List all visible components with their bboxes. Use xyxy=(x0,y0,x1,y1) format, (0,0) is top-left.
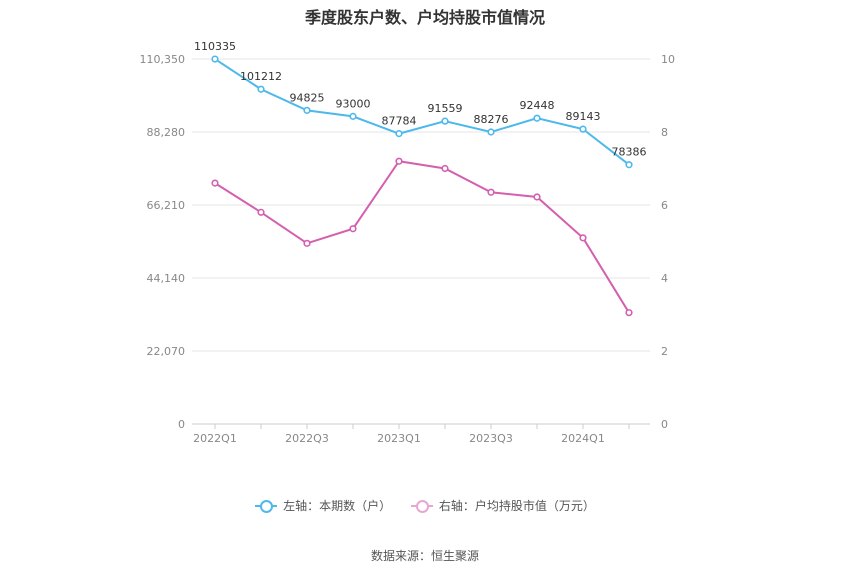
series-point-0 xyxy=(533,114,541,122)
data-label: 88276 xyxy=(474,113,509,126)
series-line-0 xyxy=(214,58,630,166)
data-label: 92448 xyxy=(520,99,555,112)
legend-item-left-series[interactable]: 左轴：本期数（户） xyxy=(255,497,391,514)
series-point-0 xyxy=(395,130,403,138)
series-point-0 xyxy=(303,106,311,114)
right-tick-label: 0 xyxy=(661,418,668,431)
x-tick-label: 2023Q3 xyxy=(469,432,513,445)
series-point-0 xyxy=(625,161,633,169)
left-tick-label: 66,210 xyxy=(147,199,186,212)
legend-swatch-pink-icon xyxy=(410,499,433,513)
legend-label-right-series: 右轴：户均持股市值（万元） xyxy=(438,499,595,513)
series-point-1 xyxy=(211,179,219,187)
x-tick-label: 2023Q1 xyxy=(377,432,421,445)
series-point-1 xyxy=(625,309,633,317)
legend-item-right-series[interactable]: 右轴：户均持股市值（万元） xyxy=(410,497,595,514)
right-axis-ticks: 0 2 4 6 8 10 xyxy=(661,53,675,431)
data-label: 101212 xyxy=(240,70,282,83)
left-tick-label: 110,350 xyxy=(140,53,186,66)
data-label: 110335 xyxy=(194,40,236,53)
series-point-0 xyxy=(257,85,265,93)
data-label: 91559 xyxy=(428,102,463,115)
right-tick-label: 10 xyxy=(661,53,675,66)
series-layer: 110335 101212 94825 93000 87784 91559 88276 924… xyxy=(194,40,647,317)
legend-swatch-blue-icon xyxy=(255,499,278,513)
series-point-1 xyxy=(487,188,495,196)
source-note: 数据来源：恒生聚源 xyxy=(370,549,479,563)
series-point-0 xyxy=(211,55,219,63)
left-axis-ticks: 0 22,070 44,140 66,210 88,280 110,350 xyxy=(140,53,186,431)
series-point-1 xyxy=(395,157,403,165)
series-point-0 xyxy=(349,112,357,120)
right-tick-label: 2 xyxy=(661,345,668,358)
series-point-1 xyxy=(441,164,449,173)
x-tick-label: 2022Q1 xyxy=(193,432,237,445)
right-tick-label: 4 xyxy=(661,272,668,285)
chart-title: 季度股东户数、户均持股市值情况 xyxy=(304,8,545,27)
data-label: 94825 xyxy=(290,91,325,104)
data-label: 78386 xyxy=(612,146,647,159)
series-point-1 xyxy=(579,234,587,242)
x-axis-ticks: 2022Q1 2022Q3 2023Q1 2023Q3 2024Q1 xyxy=(193,424,630,445)
series-point-0 xyxy=(579,125,587,133)
right-tick-label: 8 xyxy=(661,126,668,139)
right-tick-label: 6 xyxy=(661,199,668,212)
series-line-1 xyxy=(214,160,630,314)
series-point-1 xyxy=(257,208,265,216)
x-tick-label: 2024Q1 xyxy=(561,432,605,445)
left-tick-label: 88,280 xyxy=(147,126,186,139)
series-point-1 xyxy=(533,193,541,201)
series-point-1 xyxy=(303,239,311,247)
left-tick-label: 0 xyxy=(178,418,185,431)
left-tick-label: 22,070 xyxy=(147,345,186,358)
data-label: 93000 xyxy=(336,97,371,110)
series-point-0 xyxy=(441,117,449,125)
data-label: 87784 xyxy=(382,115,417,128)
legend-label-left-series: 左轴：本期数（户） xyxy=(283,499,392,513)
data-label: 89143 xyxy=(566,110,601,123)
series-point-0 xyxy=(487,128,495,136)
x-tick-label: 2022Q3 xyxy=(285,432,329,445)
legend: 左轴：本期数（户） 右轴：户均持股市值（万元） xyxy=(0,497,850,515)
series-point-1 xyxy=(349,225,357,233)
left-tick-label: 44,140 xyxy=(147,272,186,285)
grid-lines xyxy=(192,58,650,425)
